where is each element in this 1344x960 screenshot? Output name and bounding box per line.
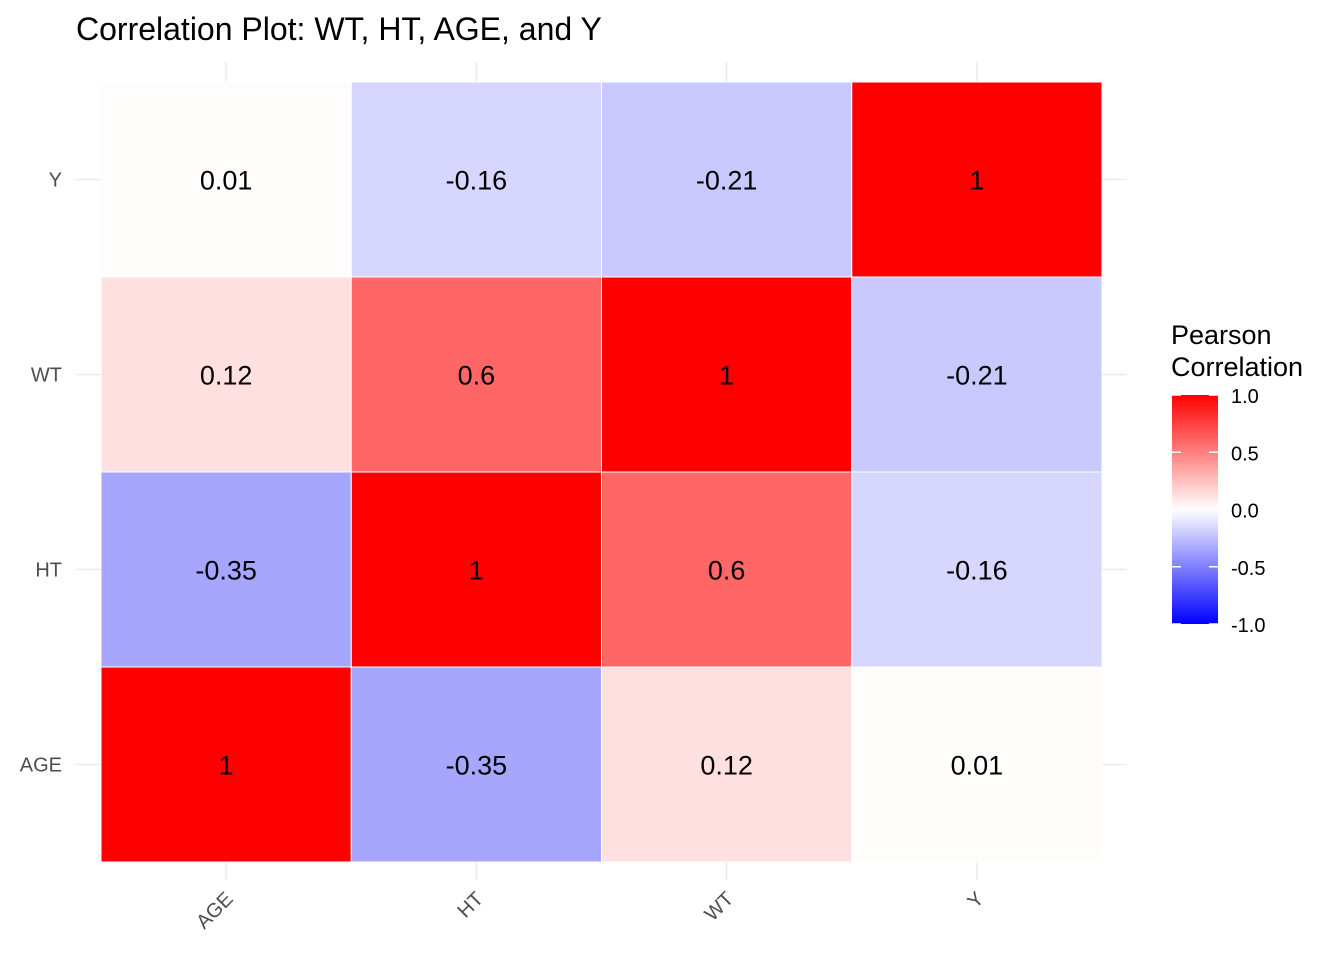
heatmap-cell (100, 666, 352, 863)
legend-tick-label: 0.5 (1231, 443, 1259, 465)
heatmap-cell (350, 81, 602, 278)
cell-value-label: -0.35 (446, 751, 508, 781)
legend-tick-label: 1.0 (1231, 386, 1259, 408)
cell-value-label: -0.21 (946, 361, 1008, 391)
heatmap-cell (100, 81, 352, 278)
heatmap-cell (851, 666, 1103, 863)
cell-value-label: 1 (719, 361, 734, 391)
legend-title-line2: Correlation (1171, 352, 1303, 382)
cell-value-label: -0.21 (696, 166, 758, 196)
heatmap-cells (100, 81, 1103, 863)
cell-value-label: 0.01 (200, 166, 253, 196)
cell-value-label: 1 (219, 751, 234, 781)
y-tick-label: WT (31, 365, 62, 387)
x-tick-label: Y (963, 888, 988, 913)
heatmap-cell (851, 81, 1103, 278)
y-axis: AGE HT WT Y (20, 170, 62, 777)
heatmap-cell (350, 666, 602, 863)
cell-value-label: 0.12 (700, 751, 753, 781)
legend-tick-label: 0.0 (1231, 501, 1259, 523)
heatmap-cell (601, 81, 853, 278)
cell-value-label: 0.6 (458, 361, 496, 391)
heatmap-cell (851, 471, 1103, 668)
y-tick-label: HT (35, 560, 62, 582)
heatmap-cell (851, 276, 1103, 473)
cell-labels: 1 -0.35 0.12 0.01 -0.35 1 0.6 -0.16 0.12 0.6 1 -0.2… (195, 166, 1007, 781)
x-axis: AGE HT WT Y (192, 888, 988, 933)
cell-value-label: 1 (469, 556, 484, 586)
cell-value-label: 0.01 (951, 751, 1004, 781)
x-tick-label: HT (453, 888, 487, 922)
cell-value-label: 1 (969, 166, 984, 196)
chart-title: Correlation Plot: WT, HT, AGE, and Y (76, 11, 602, 47)
legend-tick-label: -1.0 (1231, 615, 1265, 637)
heatmap-cell (100, 276, 352, 473)
heatmap-cell (601, 276, 853, 473)
cell-value-label: 0.6 (708, 556, 746, 586)
x-tick-label: WT (701, 888, 739, 926)
heatmap-cell (350, 471, 602, 668)
y-tick-label: Y (49, 170, 62, 192)
color-legend: Pearson Correlation 1.0 0.5 0.0 -0.5 -1.0 (1171, 320, 1303, 637)
heatmap-cell (601, 666, 853, 863)
cell-value-label: -0.16 (446, 166, 508, 196)
legend-tick-label: -0.5 (1231, 558, 1265, 580)
y-tick-label: AGE (20, 755, 62, 777)
cell-value-label: -0.35 (195, 556, 257, 586)
x-tick-label: AGE (192, 888, 237, 933)
cell-value-label: -0.16 (946, 556, 1008, 586)
legend-title-line1: Pearson (1171, 320, 1272, 350)
cell-value-label: 0.12 (200, 361, 253, 391)
